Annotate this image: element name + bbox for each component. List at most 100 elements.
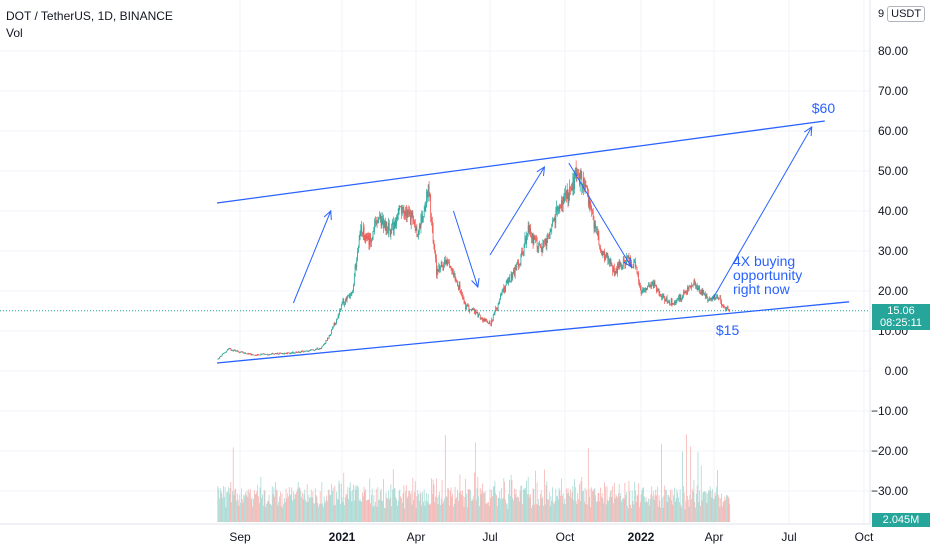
candle-body [432,227,434,242]
volume-indicator-label[interactable]: Vol [6,26,23,40]
symbol-title[interactable]: DOT / TetherUS, 1D, BINANCE [6,9,173,23]
volume-bar [366,500,368,522]
volume-bar [415,508,417,522]
volume-bar [297,488,298,522]
volume-bar [540,490,542,522]
candle-body [496,308,498,310]
volume-bar [600,487,601,522]
volume-bar [408,490,410,522]
volume-bar [356,485,358,522]
volume-bar [559,490,561,522]
candle-body [384,220,386,230]
volume-bar [535,504,537,522]
candle-body [718,297,720,299]
candle-body [255,354,257,356]
candle-body [622,258,624,267]
candle-body [239,352,241,354]
volume-bar [279,492,281,522]
candle-body [444,259,446,264]
volume-bar [695,493,697,522]
volume-bar [657,506,659,522]
volume-bar [284,497,285,522]
candle-body [711,298,713,300]
candle-body [665,297,667,300]
candle-body [271,353,272,355]
candle-body [603,251,605,252]
volume-bar [266,501,268,522]
candle-body [602,251,604,256]
candle-body [567,189,569,203]
candle-body [280,352,281,354]
candle-body [572,177,574,191]
volume-bar [598,492,600,522]
volume-bar [640,494,642,522]
candle-body [377,220,379,223]
volume-bar [660,507,662,522]
currency-badge-label: USDT [887,6,926,22]
volume-bar [625,494,627,522]
volume-bar [249,492,250,522]
candle-body [683,292,684,296]
volume-bar [555,488,557,522]
volume-bar [591,487,592,522]
volume-bar [259,487,261,522]
candle-body [471,309,473,310]
candle-body [661,296,663,298]
volume-bar [247,496,249,522]
volume-bar [462,496,464,522]
candle-body [722,305,723,307]
volume-bar [305,502,307,522]
candle-body [242,352,244,353]
volume-bar [471,498,473,522]
volume-bar [398,490,400,522]
candle-body [492,314,494,321]
candle-body [699,287,700,293]
time-scale[interactable]: Sep 2021 Apr Jul Oct 2022 Apr Jul Oct [229,530,874,544]
candle-body [544,241,545,243]
volume-bar [590,507,592,522]
volume-bar [639,507,640,522]
volume-bar [307,501,309,522]
volume-bar [665,489,666,522]
volume-bar [301,497,302,522]
volume-bar [413,499,415,522]
candle-body [709,299,710,301]
candle-body [262,353,263,355]
volume-bar [572,486,574,522]
candle-body [669,301,670,304]
candle-body [305,350,306,352]
candle-body [594,224,596,229]
candle-body [695,282,696,287]
volume-bar [254,494,256,522]
price-scale[interactable]: 80.0070.0060.0050.0040.0030.0020.0010.00… [871,44,908,498]
candle-body [451,267,453,271]
candle-body [605,256,606,261]
drawings-layer[interactable] [216,120,850,364]
candle-body [327,337,328,341]
candle-body [578,174,579,176]
volume-bar [441,480,443,522]
candle-body [293,352,294,354]
volume-bar [565,504,566,522]
candle-body [439,265,440,270]
candle-body [448,261,449,263]
candle-body [406,211,408,218]
volume-bar [256,491,258,522]
volume-bar [484,491,486,522]
candle-body [727,307,729,310]
candle-body [668,301,670,303]
candle-body [310,349,311,351]
volume-bar [419,491,421,522]
candle-body [354,265,356,277]
candle-body [358,245,359,252]
volume-bar [594,488,596,522]
volume-bar [424,505,426,522]
currency-badge[interactable]: 9 USDT [878,6,926,22]
volume-bar [315,495,317,522]
candle-body [586,185,588,187]
volume-bar [592,491,594,522]
volume-bar [619,496,621,522]
candle-body [474,309,475,314]
volume-bar [567,488,569,522]
